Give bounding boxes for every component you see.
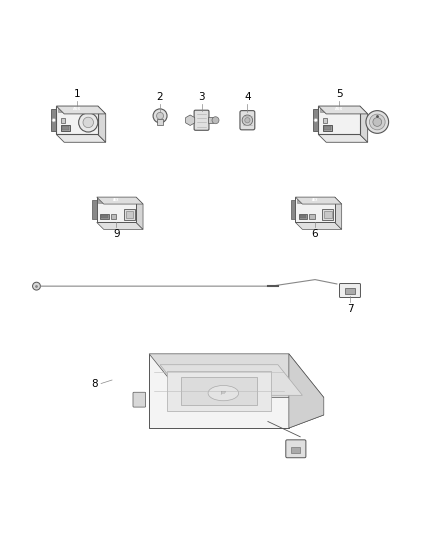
Polygon shape xyxy=(318,106,360,134)
Polygon shape xyxy=(318,134,367,142)
Polygon shape xyxy=(335,197,342,229)
Polygon shape xyxy=(98,198,135,203)
Polygon shape xyxy=(57,134,106,142)
Bar xyxy=(323,118,327,123)
Bar xyxy=(157,119,162,125)
Polygon shape xyxy=(92,200,97,220)
FancyBboxPatch shape xyxy=(194,110,209,130)
Circle shape xyxy=(52,118,56,122)
Circle shape xyxy=(373,118,381,126)
Bar xyxy=(291,447,300,453)
Circle shape xyxy=(156,112,163,119)
Polygon shape xyxy=(149,415,324,428)
Text: JEEP: JEEP xyxy=(220,391,226,395)
Polygon shape xyxy=(57,106,98,134)
Text: 8: 8 xyxy=(91,379,98,390)
Text: 5: 5 xyxy=(336,89,343,99)
Text: 9: 9 xyxy=(113,229,120,239)
Circle shape xyxy=(32,282,40,290)
Bar xyxy=(180,377,258,405)
Bar xyxy=(300,215,306,219)
Polygon shape xyxy=(149,354,324,398)
Polygon shape xyxy=(320,107,358,112)
Circle shape xyxy=(369,114,385,130)
Bar xyxy=(101,215,108,219)
FancyBboxPatch shape xyxy=(286,440,306,458)
Text: 3: 3 xyxy=(198,92,205,102)
Bar xyxy=(323,125,332,131)
Text: AUX: AUX xyxy=(73,107,81,111)
Polygon shape xyxy=(58,107,96,112)
Circle shape xyxy=(242,115,253,125)
Text: AUX: AUX xyxy=(312,198,318,202)
Bar xyxy=(324,126,332,130)
Bar xyxy=(299,214,307,220)
Text: AUX: AUX xyxy=(113,198,120,202)
Polygon shape xyxy=(295,197,335,222)
Text: 1: 1 xyxy=(74,89,81,99)
Bar xyxy=(126,211,133,218)
Bar xyxy=(322,209,333,220)
Bar xyxy=(309,214,314,220)
Bar xyxy=(61,125,71,131)
Polygon shape xyxy=(98,106,106,142)
Polygon shape xyxy=(97,197,143,204)
Circle shape xyxy=(212,117,219,124)
Polygon shape xyxy=(318,106,367,114)
Text: 6: 6 xyxy=(312,229,318,239)
Text: 2: 2 xyxy=(157,92,163,102)
Polygon shape xyxy=(97,222,143,229)
Circle shape xyxy=(366,111,389,133)
FancyBboxPatch shape xyxy=(240,111,255,130)
FancyBboxPatch shape xyxy=(133,392,146,407)
Text: AUX: AUX xyxy=(335,107,343,111)
Ellipse shape xyxy=(208,385,239,401)
Bar xyxy=(345,288,355,294)
Circle shape xyxy=(83,117,93,128)
Bar xyxy=(166,370,272,411)
Polygon shape xyxy=(290,200,295,220)
Bar xyxy=(208,117,213,123)
Circle shape xyxy=(245,118,250,123)
Polygon shape xyxy=(149,354,289,428)
Bar xyxy=(61,118,65,123)
Circle shape xyxy=(153,109,167,123)
Polygon shape xyxy=(57,106,106,114)
Polygon shape xyxy=(136,197,143,229)
Text: 4: 4 xyxy=(244,92,251,102)
Circle shape xyxy=(314,118,318,122)
Bar xyxy=(324,211,332,218)
Bar xyxy=(62,126,70,130)
Polygon shape xyxy=(360,106,367,142)
Polygon shape xyxy=(297,198,333,203)
Polygon shape xyxy=(51,109,57,131)
Text: 7: 7 xyxy=(346,304,353,314)
Bar xyxy=(124,209,135,220)
Polygon shape xyxy=(97,197,136,222)
Polygon shape xyxy=(295,197,342,204)
Polygon shape xyxy=(160,365,302,395)
Polygon shape xyxy=(313,109,318,131)
Polygon shape xyxy=(289,354,324,428)
Bar xyxy=(100,214,109,220)
Bar xyxy=(111,214,116,220)
Polygon shape xyxy=(295,222,342,229)
Circle shape xyxy=(79,113,98,132)
FancyBboxPatch shape xyxy=(339,284,360,297)
